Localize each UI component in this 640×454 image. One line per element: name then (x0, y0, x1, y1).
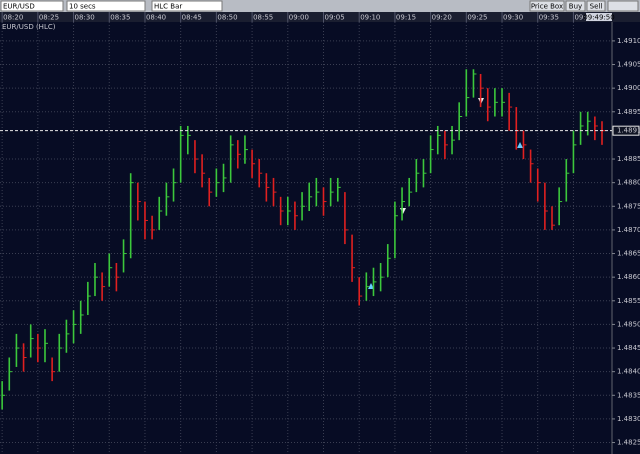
x-tick-label: 08:25 (39, 14, 59, 22)
button-label: Buy (569, 3, 582, 11)
symbol-select[interactable] (0, 0, 64, 12)
current-time-box (586, 13, 612, 21)
menu-button[interactable] (607, 0, 639, 12)
x-tick-label: 08:50 (217, 14, 237, 22)
trade-marker (368, 283, 374, 289)
x-tick-label: 08:55 (253, 14, 273, 22)
y-tick-label: 1.4895 (617, 108, 640, 116)
y-tick-label: 1.4885 (617, 155, 640, 163)
buy-button[interactable] (565, 0, 586, 12)
chart-title: EUR/USD (HLC) (2, 23, 56, 31)
price-box-button[interactable] (529, 0, 565, 12)
x-tick-label: 09:25 (467, 14, 487, 22)
y-tick-label: 1.4830 (617, 415, 640, 423)
time-axis-bg (0, 12, 640, 22)
trade-marker (517, 142, 523, 148)
button-label: Price Box (531, 3, 563, 11)
toolbar: EUR/USD 10 secs HLC Bar Price Box Buy Se… (0, 0, 640, 12)
y-tick-label: 1.4905 (617, 61, 640, 69)
chart-style: HLC Bar (154, 3, 182, 11)
interval: 10 secs (69, 3, 96, 11)
current-price: 1.4891 (617, 127, 640, 135)
x-tick-label: 08:35 (110, 14, 130, 22)
current-time: 09:49:50 (583, 14, 614, 22)
y-tick-label: 1.4835 (617, 391, 640, 399)
y-tick-label: 1.4880 (617, 179, 640, 187)
y-tick-label: 1.4910 (617, 37, 640, 45)
x-tick-label: 08:40 (146, 14, 166, 22)
y-tick-label: 1.4840 (617, 368, 640, 376)
x-tick-label: 09:10 (360, 14, 380, 22)
y-tick-label: 1.4865 (617, 250, 640, 258)
style-select[interactable] (151, 0, 223, 12)
interval-select[interactable] (66, 0, 146, 12)
sell-button[interactable] (586, 0, 606, 12)
x-tick-label: 09:15 (396, 14, 416, 22)
symbol: EUR/USD (3, 3, 35, 11)
current-price-box (612, 125, 640, 136)
y-tick-label: 1.4825 (617, 439, 640, 447)
x-tick-label: 09:40 (574, 14, 594, 22)
x-tick-label: 09:30 (503, 14, 523, 22)
y-tick-label: 1.4855 (617, 297, 640, 305)
y-tick-label: 1.4845 (617, 344, 640, 352)
y-tick-label: 1.4860 (617, 273, 640, 281)
y-tick-label: 1.4900 (617, 84, 640, 92)
button-label: Sell (590, 3, 603, 11)
y-tick-label: 1.4850 (617, 320, 640, 328)
x-tick-label: 09:00 (289, 14, 309, 22)
x-tick-label: 09:20 (432, 14, 452, 22)
x-tick-label: 09:35 (539, 14, 559, 22)
y-tick-label: 1.4870 (617, 226, 640, 234)
x-tick-label: 08:20 (3, 14, 23, 22)
y-tick-label: 1.4875 (617, 202, 640, 210)
x-tick-label: 08:45 (182, 14, 202, 22)
x-tick-label: 08:30 (75, 14, 95, 22)
x-tick-label: 09:05 (324, 14, 344, 22)
